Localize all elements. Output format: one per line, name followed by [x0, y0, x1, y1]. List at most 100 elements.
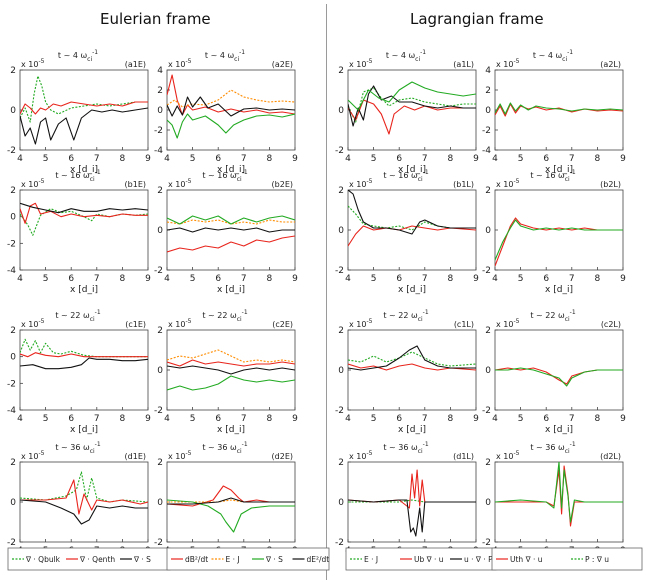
y-exponent-label: x 10-5: [349, 58, 373, 69]
legend-item-label: Uth ∇ · u: [510, 555, 543, 564]
x-tick-label: 5: [518, 154, 524, 164]
series-line: [167, 96, 295, 117]
x-tick-label: 6: [396, 414, 402, 424]
x-axis-label: x [d_i]: [217, 285, 245, 295]
legend-item-label: E · J: [364, 555, 378, 564]
series-line: [167, 365, 295, 375]
x-tick-label: 6: [543, 274, 549, 284]
panel-label: (a2E): [272, 60, 293, 69]
series-line: [20, 208, 148, 236]
panel-frame: [19, 329, 149, 411]
legend-item-label: ∇ · S: [265, 555, 283, 564]
series-line: [348, 363, 476, 371]
x-tick-label: 7: [241, 414, 247, 424]
panel-c2E: -2 0 2 4 5 6 7 8 9 x [d_i] x 10-5 t ~ 22 ωci-1 (c2E): [154, 309, 298, 435]
panel-label: (c1L): [454, 320, 474, 329]
panel-c1L: -2 0 2 4 5 6 7 8 9 x [d_i] x 10-5 t ~ 22 ωci-1 (c1L): [335, 309, 479, 435]
y-tick-label: 2: [485, 326, 491, 336]
y-tick-label: 0: [157, 498, 163, 508]
y-tick-label: -2: [482, 266, 491, 276]
y-tick-label: 0: [157, 106, 163, 116]
x-tick-label: 7: [422, 154, 428, 164]
x-tick-label: 4: [164, 414, 170, 424]
x-tick-label: 9: [292, 414, 298, 424]
series-line: [495, 217, 623, 267]
panel-a2E: -4 -2 0 2 4 4 5 6 7 8 9 x [d_i] x 10-5 t ~ 4 ωci-1 (a2…: [154, 49, 298, 175]
x-tick-label: 8: [267, 154, 273, 164]
series-line: [495, 103, 623, 117]
y-tick-label: -4: [482, 146, 491, 156]
panel-label: (c1E): [125, 320, 146, 329]
x-tick-label: 8: [267, 274, 273, 284]
x-axis-label: x [d_i]: [70, 285, 98, 295]
y-tick-label: 0: [485, 106, 491, 116]
series-line: [20, 75, 148, 123]
x-tick-label: 4: [492, 414, 498, 424]
series-line: [167, 227, 295, 233]
x-tick-label: 6: [396, 274, 402, 284]
y-exponent-label: x 10-5: [349, 178, 373, 189]
series-line: [20, 202, 148, 224]
x-tick-label: 5: [190, 274, 196, 284]
panel-a1L: -2 0 2 4 5 6 7 8 9 x [d_i] x 10-5 t ~ 4 ωci-1 (a1L): [335, 49, 479, 175]
x-tick-label: 8: [595, 154, 601, 164]
x-tick-label: 9: [145, 274, 151, 284]
panel-time-title: t ~ 4 ωci-1: [205, 49, 245, 63]
legend-box: [491, 547, 643, 571]
y-tick-label: -2: [7, 146, 16, 156]
y-exponent-label: x 10-5: [21, 450, 45, 461]
y-exponent-label: x 10-5: [349, 318, 373, 329]
x-tick-label: 4: [345, 414, 351, 424]
panel-label: (a1L): [453, 60, 474, 69]
series-line: [20, 471, 148, 503]
y-tick-label: -2: [7, 538, 16, 548]
y-exponent-label: x 10-5: [349, 450, 373, 461]
legend-leg2: dB²/dt E · J ∇ · S dE²/dt: [166, 547, 330, 571]
panel-time-title: t ~ 36 ωci-1: [202, 441, 247, 455]
series-line: [495, 102, 623, 115]
panel-frame: [166, 329, 296, 411]
x-tick-label: 6: [215, 414, 221, 424]
panel-time-title: t ~ 22 ωci-1: [202, 309, 247, 323]
panel-time-title: t ~ 16 ωci-1: [55, 169, 100, 183]
y-tick-label: 4: [485, 66, 491, 76]
panel-a2L: -4 -2 0 2 4 4 5 6 7 8 9 x [d_i] x 10-5 t ~ 4 ωci-1 (a2…: [482, 49, 626, 175]
y-tick-label: -2: [7, 379, 16, 389]
x-tick-label: 4: [17, 274, 23, 284]
panel-label: (b2E): [272, 180, 293, 189]
x-tick-label: 7: [569, 414, 575, 424]
x-tick-label: 7: [569, 274, 575, 284]
x-tick-label: 9: [292, 154, 298, 164]
panel-frame: [347, 329, 477, 411]
x-tick-label: 6: [215, 154, 221, 164]
panel-label: (c2E): [272, 320, 293, 329]
y-tick-label: -2: [335, 406, 344, 416]
legend-item-label: dB²/dt: [185, 555, 208, 564]
y-tick-label: -2: [335, 538, 344, 548]
y-tick-label: 2: [338, 186, 344, 196]
series-line: [348, 345, 476, 371]
x-tick-label: 6: [68, 414, 74, 424]
x-tick-label: 5: [518, 414, 524, 424]
x-tick-label: 9: [145, 414, 151, 424]
series-line: [495, 367, 623, 387]
y-tick-label: 2: [157, 186, 163, 196]
x-tick-label: 9: [145, 154, 151, 164]
y-tick-label: -2: [154, 406, 163, 416]
series-line: [20, 499, 148, 525]
panel-label: (c2L): [601, 320, 621, 329]
y-tick-label: 2: [157, 86, 163, 96]
panel-time-title: t ~ 22 ωci-1: [383, 309, 428, 323]
y-tick-label: -2: [335, 146, 344, 156]
legend-item-label: ∇ · Qenth: [79, 555, 115, 564]
x-tick-label: 4: [492, 274, 498, 284]
x-tick-label: 7: [422, 414, 428, 424]
y-tick-label: 0: [10, 498, 16, 508]
x-tick-label: 7: [241, 274, 247, 284]
y-tick-label: -4: [7, 266, 16, 276]
series-line: [167, 89, 295, 108]
y-tick-label: -4: [154, 146, 163, 156]
x-tick-label: 8: [120, 154, 126, 164]
series-line: [20, 479, 148, 515]
legend-item-label: E · J: [226, 555, 240, 564]
